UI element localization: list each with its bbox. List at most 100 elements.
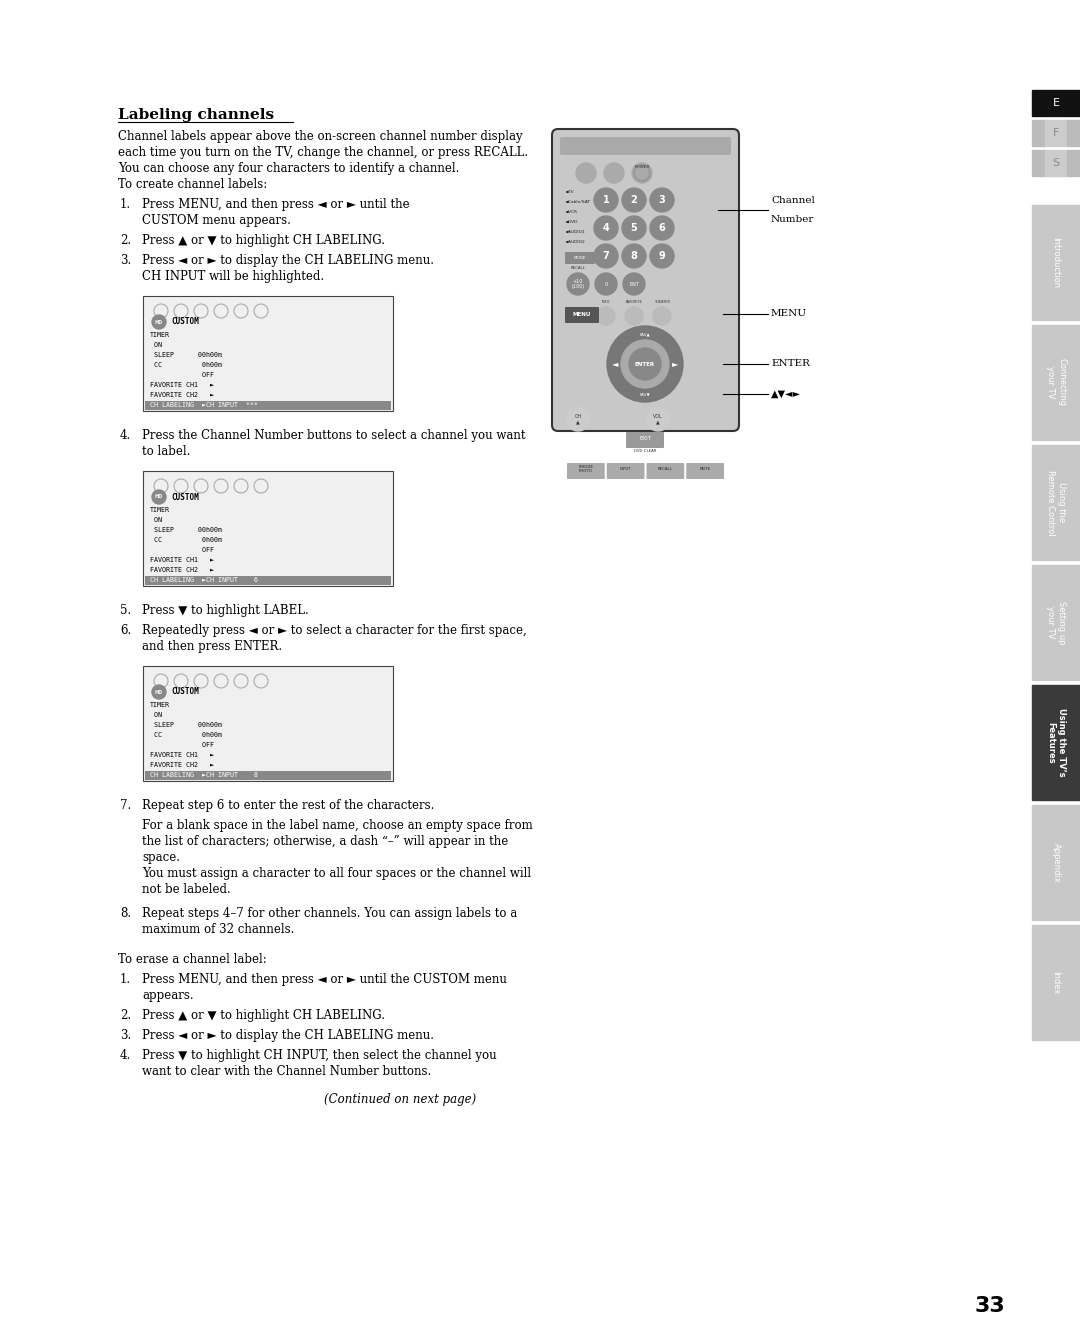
- Text: To erase a channel label:: To erase a channel label:: [118, 953, 267, 966]
- Text: HD: HD: [154, 320, 163, 324]
- Text: ENTER: ENTER: [635, 362, 656, 367]
- FancyBboxPatch shape: [565, 253, 595, 263]
- Text: OFF: OFF: [150, 372, 214, 378]
- Text: FAV▼: FAV▼: [639, 392, 650, 396]
- Text: CC          0h00m: CC 0h00m: [150, 538, 222, 543]
- Text: appears.: appears.: [141, 989, 193, 1003]
- Text: 8.: 8.: [120, 907, 131, 921]
- Text: 6: 6: [659, 223, 665, 233]
- Text: MODE: MODE: [573, 255, 586, 259]
- Text: POWER: POWER: [634, 165, 650, 169]
- Bar: [1032, 206, 1080, 320]
- Text: 1.: 1.: [120, 198, 131, 211]
- Text: 4: 4: [603, 223, 609, 233]
- Circle shape: [629, 348, 661, 380]
- Bar: [1067, 151, 1080, 176]
- FancyBboxPatch shape: [565, 306, 599, 323]
- Bar: [1067, 120, 1080, 146]
- Circle shape: [622, 245, 646, 267]
- Circle shape: [597, 306, 615, 325]
- Circle shape: [621, 340, 669, 388]
- Text: 2.: 2.: [120, 234, 131, 247]
- Text: ▪AUDIO1: ▪AUDIO1: [566, 230, 585, 234]
- FancyBboxPatch shape: [626, 431, 664, 448]
- Bar: [145, 577, 391, 585]
- Text: ◄: ◄: [611, 359, 618, 368]
- Text: For a blank space in the label name, choose an empty space from: For a blank space in the label name, cho…: [141, 818, 532, 832]
- Text: ENTER: ENTER: [771, 359, 810, 368]
- Circle shape: [594, 245, 618, 267]
- Text: the list of characters; otherwise, a dash “–” will appear in the: the list of characters; otherwise, a das…: [141, 835, 509, 848]
- Text: FAVORITE CH2   ►: FAVORITE CH2 ►: [150, 567, 214, 573]
- Text: CH LABELING  ►CH INPUT    6: CH LABELING ►CH INPUT 6: [150, 577, 258, 583]
- Bar: [1032, 805, 1080, 921]
- Text: ON: ON: [150, 341, 162, 348]
- Text: Press ▲ or ▼ to highlight CH LABELING.: Press ▲ or ▼ to highlight CH LABELING.: [141, 1009, 384, 1021]
- Text: ON: ON: [150, 517, 162, 523]
- Circle shape: [604, 163, 624, 183]
- Text: maximum of 32 channels.: maximum of 32 channels.: [141, 923, 295, 935]
- Text: ▪DVD: ▪DVD: [566, 220, 579, 224]
- Text: ON: ON: [150, 712, 162, 718]
- Text: Using the TV’s
Features: Using the TV’s Features: [1045, 708, 1066, 777]
- Text: ▪VCR: ▪VCR: [566, 210, 578, 214]
- Text: Repeat steps 4–7 for other channels. You can assign labels to a: Repeat steps 4–7 for other channels. You…: [141, 907, 517, 921]
- Text: want to clear with the Channel Number buttons.: want to clear with the Channel Number bu…: [141, 1064, 431, 1078]
- Text: FAVORITE CH2   ►: FAVORITE CH2 ►: [150, 392, 214, 398]
- Circle shape: [622, 216, 646, 241]
- Text: EXIT: EXIT: [639, 437, 651, 441]
- Text: OFF: OFF: [150, 742, 214, 749]
- Text: FAV▲: FAV▲: [639, 332, 650, 336]
- Text: to label.: to label.: [141, 445, 190, 458]
- Text: OFF: OFF: [150, 547, 214, 552]
- Text: Labeling channels: Labeling channels: [118, 108, 274, 122]
- Bar: [145, 401, 391, 410]
- Text: 33: 33: [974, 1296, 1005, 1316]
- Text: SLEEP      00h00m: SLEEP 00h00m: [150, 352, 222, 358]
- Text: each time you turn on the TV, change the channel, or press RECALL.: each time you turn on the TV, change the…: [118, 146, 528, 159]
- Text: Connecting
your TV: Connecting your TV: [1045, 359, 1066, 406]
- Text: CH LABELING  ►CH INPUT  ***: CH LABELING ►CH INPUT ***: [150, 402, 258, 409]
- Text: Number: Number: [771, 215, 814, 224]
- Text: not be labeled.: not be labeled.: [141, 883, 231, 896]
- FancyBboxPatch shape: [607, 462, 645, 478]
- Text: FAVORITE CH1   ►: FAVORITE CH1 ►: [150, 382, 214, 388]
- Text: Press MENU, and then press ◄ or ► until the CUSTOM menu: Press MENU, and then press ◄ or ► until …: [141, 973, 507, 986]
- Text: Press ◄ or ► to display the CH LABELING menu.: Press ◄ or ► to display the CH LABELING …: [141, 254, 434, 267]
- Text: You can choose any four characters to identify a channel.: You can choose any four characters to id…: [118, 163, 459, 175]
- Circle shape: [653, 306, 671, 325]
- FancyBboxPatch shape: [686, 462, 724, 478]
- Circle shape: [650, 188, 674, 212]
- Bar: [1045, 90, 1067, 116]
- Circle shape: [623, 273, 645, 294]
- Circle shape: [650, 216, 674, 241]
- Text: CUSTOM: CUSTOM: [171, 688, 199, 696]
- Text: ►: ►: [672, 359, 678, 368]
- Text: FAVORITE: FAVORITE: [625, 300, 643, 304]
- Text: Press ▼ to highlight CH INPUT, then select the channel you: Press ▼ to highlight CH INPUT, then sele…: [141, 1050, 497, 1062]
- Text: HD: HD: [154, 495, 163, 500]
- Text: RECALL: RECALL: [570, 266, 585, 270]
- Text: Press ▲ or ▼ to highlight CH LABELING.: Press ▲ or ▼ to highlight CH LABELING.: [141, 234, 384, 247]
- Text: TIMER: TIMER: [150, 332, 170, 337]
- Text: CC          0h00m: CC 0h00m: [150, 362, 222, 368]
- Text: 5: 5: [631, 223, 637, 233]
- Bar: [145, 771, 391, 780]
- Text: ENT: ENT: [629, 281, 639, 286]
- Text: Channel: Channel: [771, 196, 815, 206]
- Text: CH LABELING  ►CH INPUT    8: CH LABELING ►CH INPUT 8: [150, 771, 258, 778]
- Text: You must assign a character to all four spaces or the channel will: You must assign a character to all four …: [141, 867, 531, 880]
- Circle shape: [632, 163, 652, 183]
- Circle shape: [152, 685, 166, 699]
- Text: 9: 9: [659, 251, 665, 261]
- Text: MENU: MENU: [771, 309, 807, 319]
- Bar: [1032, 151, 1045, 176]
- Text: HD: HD: [154, 689, 163, 695]
- Bar: [1045, 151, 1067, 176]
- Circle shape: [625, 306, 643, 325]
- Text: DVD CLEAR: DVD CLEAR: [634, 449, 657, 453]
- Text: CUSTOM: CUSTOM: [171, 317, 199, 327]
- Text: ▲▼◄►: ▲▼◄►: [771, 388, 801, 399]
- FancyBboxPatch shape: [567, 462, 605, 478]
- Text: Press ▼ to highlight LABEL.: Press ▼ to highlight LABEL.: [141, 603, 309, 617]
